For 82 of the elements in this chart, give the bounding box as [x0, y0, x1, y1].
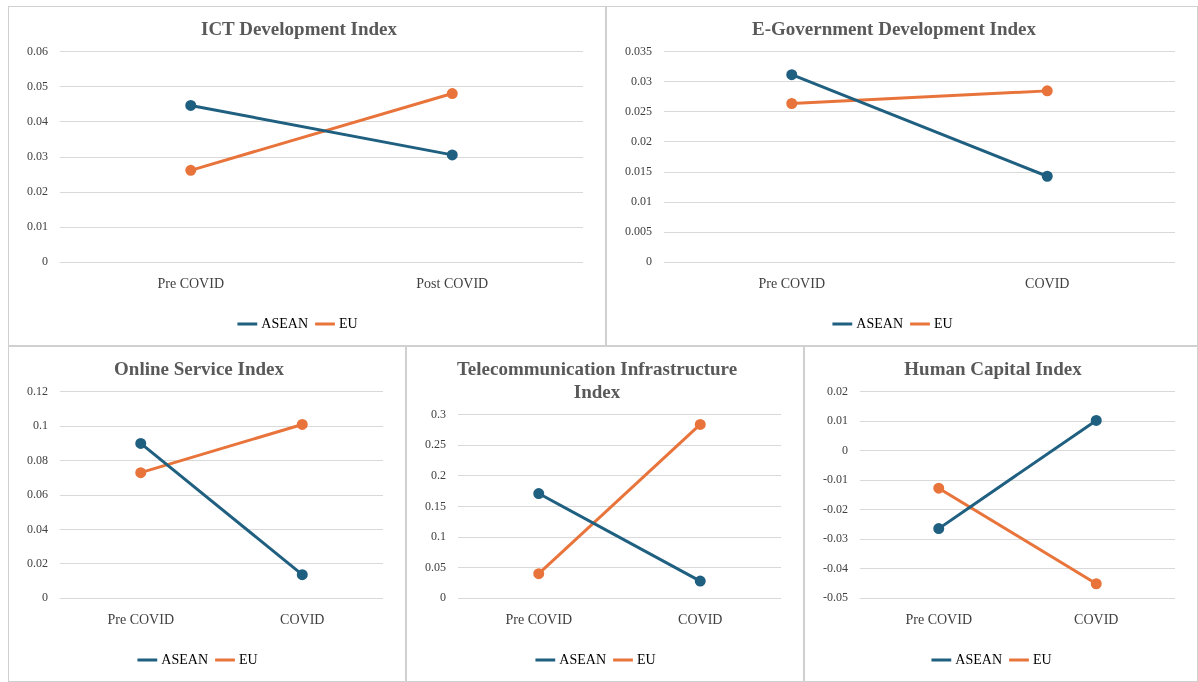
y-tick-label: 0.2 [431, 467, 446, 482]
y-tick-label: -0.01 [823, 472, 848, 487]
y-tick-label: -0.03 [823, 531, 848, 546]
point [786, 69, 798, 81]
y-tick-label: 0.12 [27, 383, 48, 398]
y-tick-label: 0 [646, 254, 652, 269]
y-tick-label: 0.3 [431, 406, 446, 421]
point [1090, 414, 1102, 426]
legend-label: EU [239, 651, 258, 667]
point [694, 418, 706, 430]
y-tick-label: 0.01 [827, 413, 848, 428]
point [296, 569, 308, 581]
point [694, 575, 706, 587]
legend-label: EU [1033, 651, 1052, 667]
y-tick-label: 0 [842, 442, 848, 457]
y-tick-label: -0.04 [823, 560, 848, 575]
legend-label: ASEAN [955, 651, 1003, 667]
point [296, 418, 308, 430]
y-tick-label: 0.01 [631, 194, 652, 209]
point [185, 99, 197, 111]
x-tick-label: COVID [280, 612, 325, 628]
chart-title: Telecommunication Infrastructure Index [456, 358, 738, 403]
y-tick-label: -0.05 [823, 590, 848, 605]
chart-title: Human Capital Index [904, 358, 1083, 380]
y-tick-label: 0.02 [27, 184, 48, 199]
y-tick-label: 0.15 [425, 498, 446, 513]
x-tick-label: COVID [1025, 276, 1070, 292]
point [1090, 578, 1102, 590]
x-tick-label: COVID [1074, 612, 1119, 628]
legend-label: ASEAN [261, 315, 309, 331]
y-tick-label: 0.01 [27, 219, 48, 234]
x-tick-label: Pre COVID [157, 276, 224, 292]
y-tick-label: 0.06 [27, 43, 48, 58]
y-tick-label: 0.02 [631, 134, 652, 149]
chart-title: Online Service Index [114, 358, 285, 380]
y-tick-label: 0 [42, 590, 48, 605]
x-tick-label: Post COVID [416, 276, 489, 292]
legend-label: EU [637, 651, 656, 667]
legend-label: ASEAN [559, 651, 607, 667]
y-tick-label: 0.08 [27, 452, 48, 467]
y-tick-label: 0 [42, 254, 48, 269]
chart-title: ICT Development Index [201, 18, 398, 40]
legend-label: EU [934, 315, 953, 331]
point [933, 523, 945, 535]
legend-label: EU [339, 315, 358, 331]
y-tick-label: 0.02 [27, 555, 48, 570]
y-tick-label: 0.015 [625, 164, 652, 179]
x-tick-label: COVID [678, 612, 723, 628]
y-tick-label: 0.03 [631, 74, 652, 89]
y-tick-label: 0.03 [27, 149, 48, 164]
y-tick-label: 0.1 [33, 418, 48, 433]
point [533, 488, 545, 500]
point [786, 98, 798, 109]
point [446, 88, 458, 100]
y-tick-label: 0.05 [27, 79, 48, 94]
point [446, 149, 458, 161]
point [135, 437, 147, 449]
x-tick-label: Pre COVID [505, 612, 572, 628]
point [1041, 85, 1053, 97]
x-tick-label: Pre COVID [758, 276, 825, 292]
legend-label: ASEAN [856, 315, 904, 331]
y-tick-label: 0.25 [425, 437, 446, 452]
y-tick-label: 0.04 [27, 521, 48, 536]
y-tick-label: -0.02 [823, 501, 848, 516]
y-tick-label: 0.04 [27, 114, 48, 129]
y-tick-label: 0.025 [625, 104, 652, 119]
point [185, 164, 197, 176]
y-tick-label: 0.1 [431, 529, 446, 544]
y-tick-label: 0.05 [425, 559, 446, 574]
point [135, 467, 147, 479]
chart-title: E-Government Development Index [752, 18, 1037, 40]
y-tick-label: 0 [440, 590, 446, 605]
y-tick-label: 0.02 [827, 383, 848, 398]
point [1041, 170, 1053, 182]
y-tick-label: 0.035 [625, 43, 652, 58]
point [933, 482, 945, 494]
legend-label: ASEAN [161, 651, 209, 667]
x-tick-label: Pre COVID [107, 612, 174, 628]
y-tick-label: 0.005 [625, 224, 652, 239]
point [533, 568, 545, 580]
y-tick-label: 0.06 [27, 487, 48, 502]
x-tick-label: Pre COVID [905, 612, 972, 628]
